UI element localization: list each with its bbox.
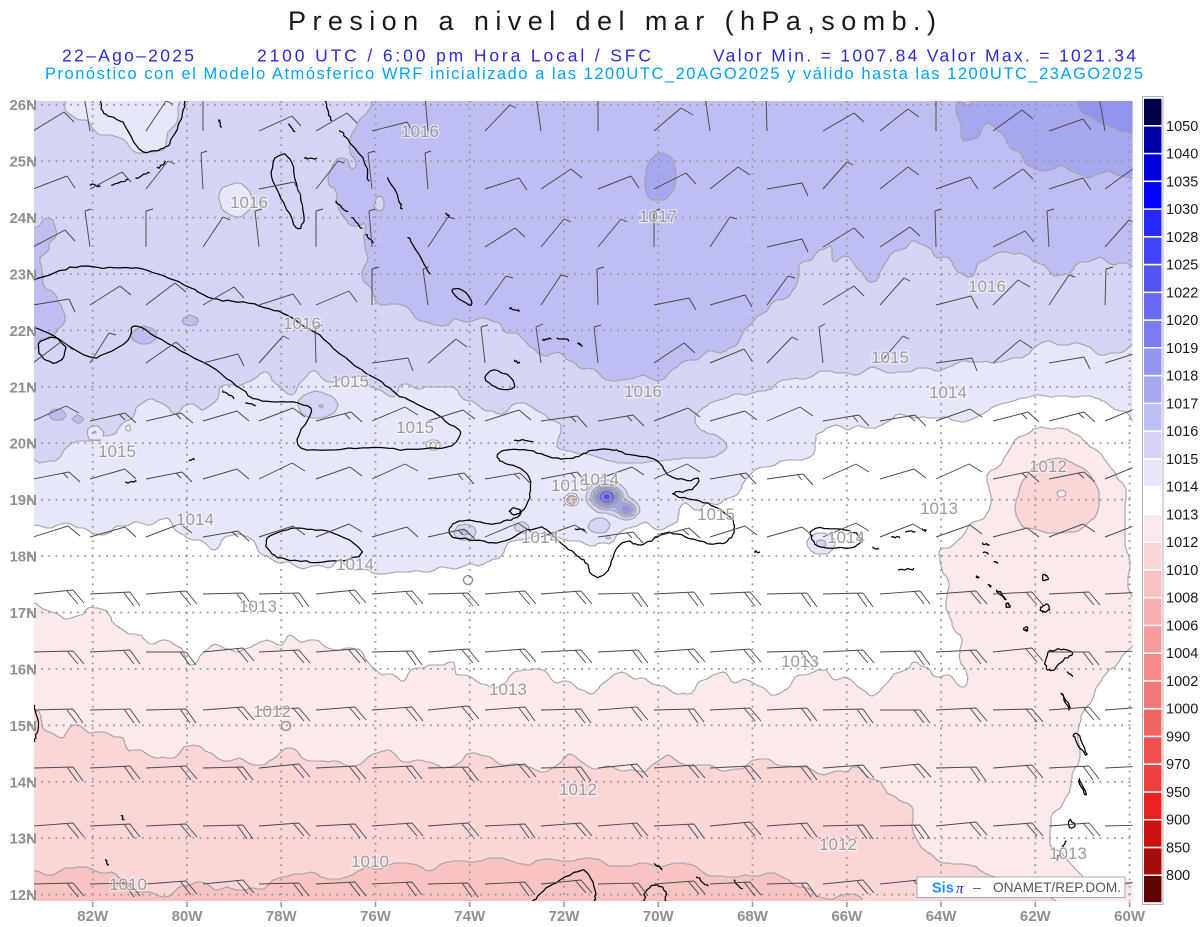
svg-text:1018: 1018 <box>1166 369 1198 385</box>
svg-text:1016: 1016 <box>1166 424 1198 440</box>
svg-text:1016: 1016 <box>624 382 662 401</box>
svg-text:1012: 1012 <box>1029 457 1067 476</box>
svg-text:21N: 21N <box>9 379 37 396</box>
svg-text:15N: 15N <box>9 718 37 735</box>
svg-text:1012: 1012 <box>819 835 857 854</box>
svg-text:900: 900 <box>1166 813 1190 829</box>
svg-text:950: 950 <box>1166 785 1190 801</box>
svg-text:Pronóstico con el Modelo Atmós: Pronóstico con el Modelo Atmósferico WRF… <box>45 65 1143 83</box>
svg-text:1016: 1016 <box>283 314 321 333</box>
svg-text:16N: 16N <box>9 661 37 678</box>
svg-text:1030: 1030 <box>1166 202 1198 218</box>
svg-text:19N: 19N <box>9 492 37 509</box>
svg-text:1020: 1020 <box>1166 313 1198 329</box>
svg-text:13N: 13N <box>9 831 37 848</box>
svg-text:1014: 1014 <box>336 555 374 574</box>
svg-text:17N: 17N <box>9 605 37 622</box>
svg-text:76W: 76W <box>360 908 392 925</box>
svg-text:1017: 1017 <box>639 207 677 226</box>
svg-text:π: π <box>956 881 964 897</box>
svg-text:Sis: Sis <box>932 881 954 897</box>
svg-text:1015: 1015 <box>1166 452 1198 468</box>
svg-text:1013: 1013 <box>1049 844 1087 863</box>
svg-text:1016: 1016 <box>968 277 1006 296</box>
svg-text:2100 UTC / 6:00 pm Hora Local: 2100 UTC / 6:00 pm Hora Local / SFC <box>257 46 651 66</box>
svg-text:1014: 1014 <box>929 383 967 402</box>
svg-text:23N: 23N <box>9 267 37 284</box>
svg-text:1019: 1019 <box>1166 341 1198 357</box>
svg-text:1050: 1050 <box>1166 119 1198 135</box>
svg-text:78W: 78W <box>266 908 298 925</box>
svg-text:1013: 1013 <box>1166 507 1198 523</box>
svg-text:1016: 1016 <box>230 193 268 212</box>
svg-text:1012: 1012 <box>559 780 597 799</box>
svg-text:20N: 20N <box>9 436 37 453</box>
svg-text:26N: 26N <box>9 97 37 114</box>
svg-text:1004: 1004 <box>1166 646 1198 662</box>
svg-text:62W: 62W <box>1020 908 1052 925</box>
svg-text:82W: 82W <box>77 908 109 925</box>
svg-text:1014: 1014 <box>827 528 865 547</box>
svg-text:1015: 1015 <box>396 418 434 437</box>
svg-text:1015: 1015 <box>98 442 136 461</box>
svg-text:1002: 1002 <box>1166 674 1198 690</box>
svg-text:1006: 1006 <box>1166 618 1198 634</box>
svg-text:25N: 25N <box>9 154 37 171</box>
svg-text:1000: 1000 <box>1166 702 1198 718</box>
svg-text:1013: 1013 <box>920 499 958 518</box>
svg-text:–: – <box>973 879 981 895</box>
svg-text:60W: 60W <box>1114 908 1146 925</box>
svg-text:ONAMET/REP.DOM.: ONAMET/REP.DOM. <box>993 879 1121 895</box>
svg-text:1010: 1010 <box>1166 563 1198 579</box>
svg-text:1028: 1028 <box>1166 230 1198 246</box>
svg-text:80W: 80W <box>172 908 204 925</box>
svg-text:18N: 18N <box>9 549 37 566</box>
svg-text:24N: 24N <box>9 210 37 227</box>
svg-text:Presion a nivel del mar (hPa,s: Presion a nivel del mar (hPa,somb.) <box>288 6 936 36</box>
svg-text:1010: 1010 <box>109 875 147 894</box>
svg-text:1013: 1013 <box>239 597 277 616</box>
svg-text:1012: 1012 <box>1166 535 1198 551</box>
svg-text:70W: 70W <box>643 908 675 925</box>
svg-text:22–Ago–2025: 22–Ago–2025 <box>62 46 194 66</box>
svg-text:1015: 1015 <box>871 348 909 367</box>
svg-text:22N: 22N <box>9 323 37 340</box>
svg-text:1008: 1008 <box>1166 591 1198 607</box>
svg-text:1013: 1013 <box>781 652 819 671</box>
svg-text:14N: 14N <box>9 774 37 791</box>
svg-text:1014: 1014 <box>176 510 214 529</box>
svg-text:68W: 68W <box>737 908 769 925</box>
svg-text:74W: 74W <box>454 908 486 925</box>
svg-text:1015: 1015 <box>697 505 735 524</box>
svg-text:1012: 1012 <box>253 702 291 721</box>
svg-text:1014: 1014 <box>581 470 619 489</box>
svg-text:66W: 66W <box>831 908 863 925</box>
svg-text:1010: 1010 <box>351 852 389 871</box>
svg-text:850: 850 <box>1166 841 1190 857</box>
svg-text:800: 800 <box>1166 868 1190 884</box>
svg-text:1040: 1040 <box>1166 147 1198 163</box>
svg-text:1013: 1013 <box>489 680 527 699</box>
svg-text:64W: 64W <box>926 908 958 925</box>
svg-text:1014: 1014 <box>1166 480 1198 496</box>
svg-text:1015: 1015 <box>331 372 369 391</box>
svg-text:1035: 1035 <box>1166 174 1198 190</box>
svg-text:970: 970 <box>1166 757 1190 773</box>
svg-text:1016: 1016 <box>401 122 439 141</box>
svg-text:1014: 1014 <box>521 528 559 547</box>
svg-text:1015: 1015 <box>551 476 589 495</box>
svg-text:1017: 1017 <box>1166 396 1198 412</box>
svg-text:72W: 72W <box>549 908 581 925</box>
svg-text:990: 990 <box>1166 729 1190 745</box>
svg-text:12N: 12N <box>9 887 37 904</box>
svg-text:1025: 1025 <box>1166 258 1198 274</box>
svg-text:1022: 1022 <box>1166 285 1198 301</box>
